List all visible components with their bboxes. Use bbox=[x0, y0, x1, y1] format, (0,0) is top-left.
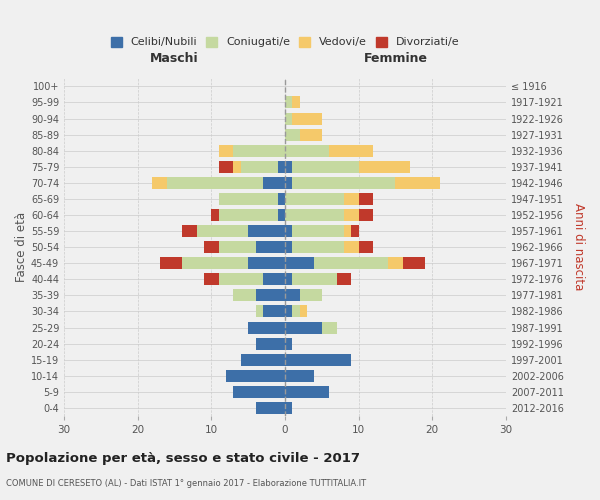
Bar bbox=[292, 241, 344, 253]
Bar bbox=[359, 209, 373, 221]
Bar bbox=[256, 402, 285, 414]
Bar bbox=[285, 177, 292, 189]
Bar bbox=[285, 144, 329, 156]
Text: Popolazione per età, sesso e stato civile - 2017: Popolazione per età, sesso e stato civil… bbox=[6, 452, 360, 465]
Bar bbox=[359, 160, 410, 173]
Bar bbox=[292, 177, 395, 189]
Bar bbox=[344, 225, 351, 237]
Bar bbox=[300, 128, 322, 140]
Bar bbox=[388, 257, 403, 270]
Bar bbox=[233, 160, 241, 173]
Bar bbox=[292, 225, 344, 237]
Bar bbox=[403, 257, 425, 270]
Bar bbox=[285, 402, 292, 414]
Bar bbox=[359, 241, 373, 253]
Bar bbox=[314, 257, 388, 270]
Bar bbox=[152, 177, 167, 189]
Bar bbox=[344, 209, 359, 221]
Bar bbox=[351, 225, 359, 237]
Bar bbox=[204, 274, 218, 285]
Bar bbox=[285, 241, 292, 253]
Bar bbox=[292, 96, 300, 108]
Bar bbox=[344, 241, 359, 253]
Bar bbox=[285, 354, 351, 366]
Bar bbox=[218, 241, 256, 253]
Bar bbox=[218, 193, 278, 205]
Bar bbox=[241, 354, 285, 366]
Bar bbox=[292, 306, 300, 318]
Bar bbox=[204, 241, 218, 253]
Bar bbox=[263, 274, 285, 285]
Bar bbox=[292, 160, 359, 173]
Bar bbox=[285, 322, 322, 334]
Bar bbox=[241, 160, 278, 173]
Bar bbox=[248, 257, 285, 270]
Bar bbox=[285, 193, 344, 205]
Bar bbox=[197, 225, 248, 237]
Text: Maschi: Maschi bbox=[150, 52, 199, 66]
Bar bbox=[285, 290, 300, 302]
Text: COMUNE DI CERESETO (AL) - Dati ISTAT 1° gennaio 2017 - Elaborazione TUTTITALIA.I: COMUNE DI CERESETO (AL) - Dati ISTAT 1° … bbox=[6, 478, 366, 488]
Bar bbox=[248, 322, 285, 334]
Text: Femmine: Femmine bbox=[364, 52, 427, 66]
Bar bbox=[248, 225, 285, 237]
Bar bbox=[263, 306, 285, 318]
Bar bbox=[233, 386, 285, 398]
Bar bbox=[160, 257, 182, 270]
Bar bbox=[218, 144, 233, 156]
Bar bbox=[233, 144, 285, 156]
Bar bbox=[218, 209, 278, 221]
Bar bbox=[337, 274, 351, 285]
Bar bbox=[292, 112, 322, 124]
Bar bbox=[322, 322, 337, 334]
Bar bbox=[256, 306, 263, 318]
Y-axis label: Fasce di età: Fasce di età bbox=[15, 212, 28, 282]
Bar bbox=[285, 257, 314, 270]
Legend: Celibi/Nubili, Coniugati/e, Vedovi/e, Divorziati/e: Celibi/Nubili, Coniugati/e, Vedovi/e, Di… bbox=[110, 36, 460, 48]
Bar bbox=[285, 112, 292, 124]
Bar bbox=[285, 96, 292, 108]
Bar bbox=[256, 290, 285, 302]
Bar bbox=[218, 274, 263, 285]
Bar bbox=[211, 209, 218, 221]
Bar bbox=[278, 160, 285, 173]
Bar bbox=[233, 290, 256, 302]
Bar bbox=[285, 225, 292, 237]
Bar bbox=[278, 193, 285, 205]
Bar bbox=[285, 160, 292, 173]
Bar bbox=[292, 274, 337, 285]
Bar bbox=[285, 209, 344, 221]
Bar bbox=[285, 338, 292, 349]
Bar bbox=[300, 290, 322, 302]
Bar bbox=[395, 177, 440, 189]
Bar bbox=[285, 306, 292, 318]
Bar bbox=[263, 177, 285, 189]
Bar bbox=[167, 177, 263, 189]
Bar bbox=[329, 144, 373, 156]
Bar bbox=[226, 370, 285, 382]
Bar bbox=[256, 338, 285, 349]
Bar bbox=[285, 370, 314, 382]
Bar bbox=[278, 209, 285, 221]
Bar bbox=[218, 160, 233, 173]
Bar bbox=[182, 257, 248, 270]
Bar bbox=[359, 193, 373, 205]
Bar bbox=[256, 241, 285, 253]
Bar bbox=[344, 193, 359, 205]
Bar bbox=[285, 274, 292, 285]
Y-axis label: Anni di nascita: Anni di nascita bbox=[572, 204, 585, 291]
Bar bbox=[300, 306, 307, 318]
Bar bbox=[285, 386, 329, 398]
Bar bbox=[285, 128, 300, 140]
Bar bbox=[182, 225, 197, 237]
